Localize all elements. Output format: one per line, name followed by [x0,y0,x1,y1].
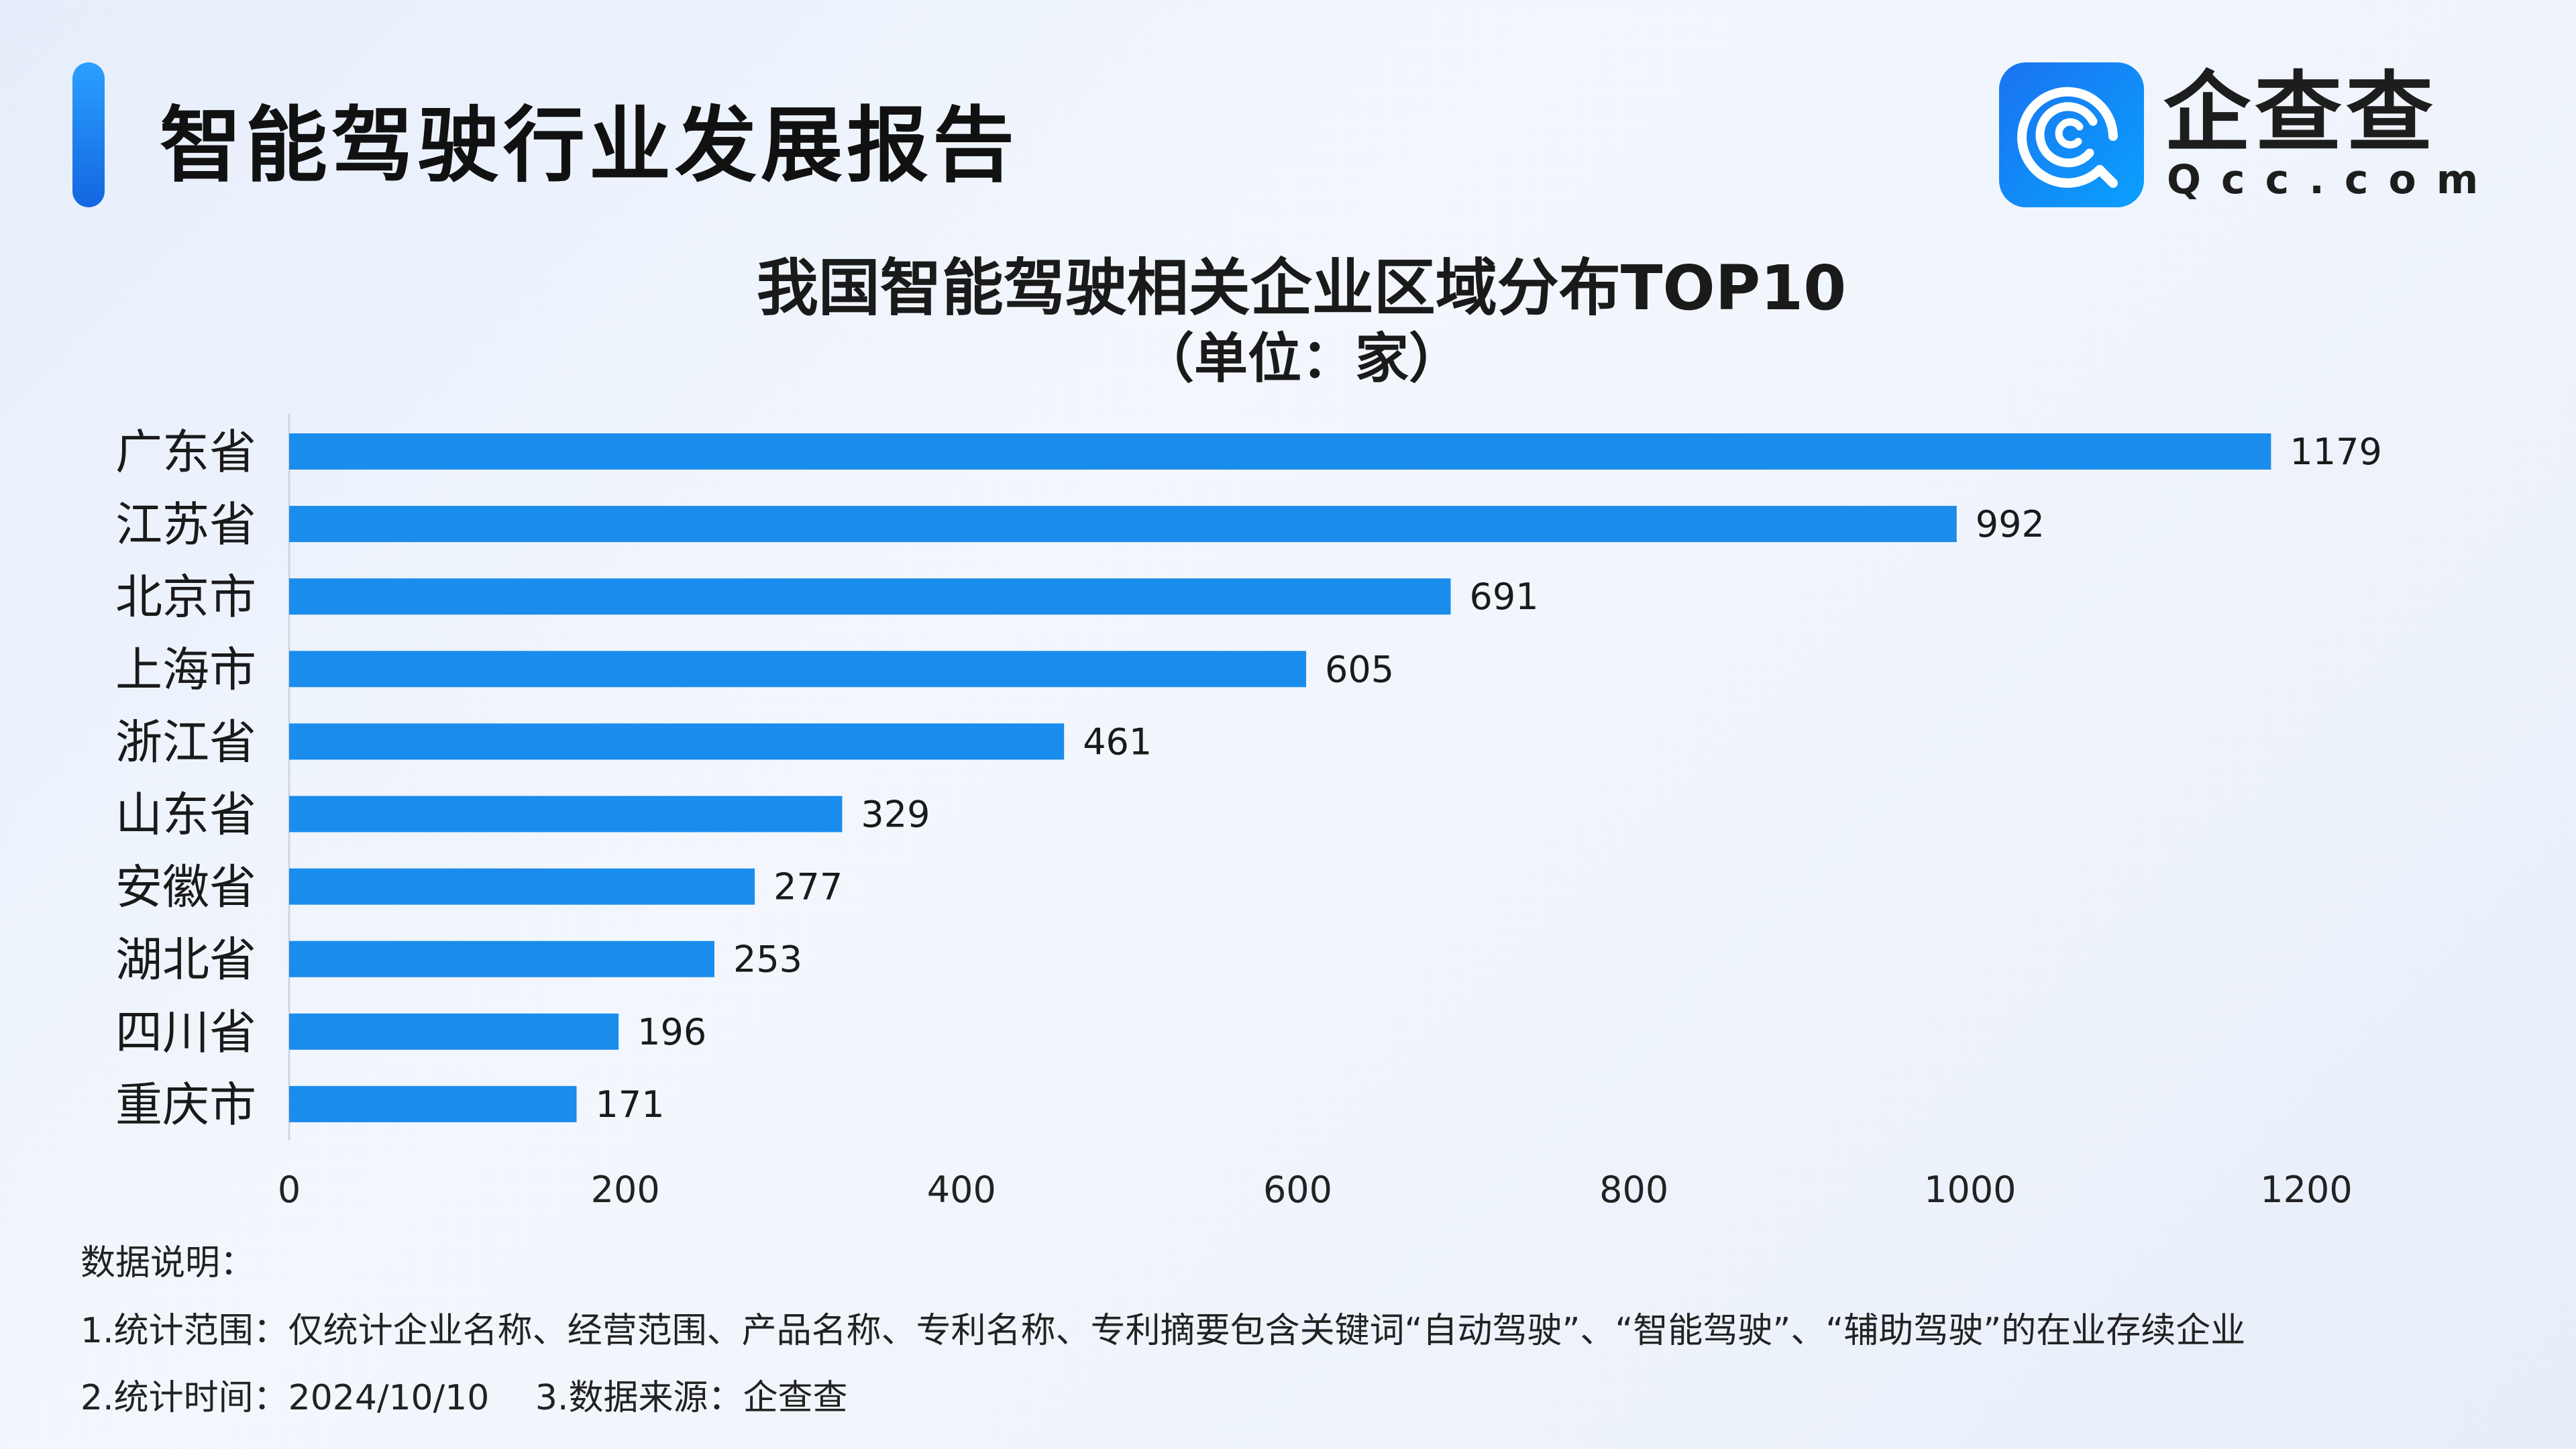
qcc-logo: 企查查 Qcc.com [1999,62,2522,207]
x-tick-label: 0 [278,1169,301,1211]
value-label: 605 [1325,648,1394,690]
bar-6 [289,796,843,833]
bar-7 [289,868,755,905]
bar-5 [289,723,1065,760]
category-label: 安徽省 [115,860,256,915]
title-accent-bar [72,62,105,207]
page-title: 智能驾驶行业发展报告 [160,98,1018,193]
value-label: 277 [773,866,843,908]
footer-heading: 数据说明： [80,1243,256,1283]
footer-note-scope: 1.统计范围：仅统计企业名称、经营范围、产品名称、专利名称、专利摘要包含关键词“… [80,1311,2246,1351]
bar-10 [289,1085,577,1122]
x-tick-label: 1200 [2260,1169,2352,1211]
bar-2 [289,506,1957,543]
category-label: 四川省 [115,1005,256,1060]
x-tick-label: 200 [591,1169,660,1211]
value-label: 461 [1083,720,1152,763]
chart-title: 我国智能驾驶相关企业区域分布TOP10 [756,252,1847,324]
value-label: 171 [595,1083,664,1126]
bar-9 [289,1013,619,1050]
bar-3 [289,578,1451,615]
category-label: 广东省 [115,425,256,480]
value-label: 992 [1976,503,2045,545]
value-label: 196 [637,1011,706,1053]
qcc-logo-icon [1999,62,2144,207]
logo-text-en: Qcc.com [2167,156,2499,203]
category-label: 北京市 [115,570,256,625]
logo-text-cn: 企查查 [2163,62,2438,164]
category-label: 重庆市 [115,1077,256,1132]
chart-subtitle: （单位：家） [1140,327,1462,390]
bar-8 [289,941,714,977]
value-label: 329 [861,794,930,836]
bar-4 [289,651,1307,688]
x-tick-label: 1000 [1924,1169,2016,1211]
x-tick-label: 400 [927,1169,996,1211]
x-tick-label: 800 [1599,1169,1668,1211]
x-tick-label: 600 [1263,1169,1332,1211]
category-label: 湖北省 [115,932,256,987]
bar-1 [289,433,2271,470]
category-label: 江苏省 [115,497,256,552]
value-label: 1179 [2290,431,2381,473]
category-label: 山东省 [115,788,256,843]
footer-note-time-source: 2.统计时间：2024/10/10 3.数据来源：企查查 [80,1378,848,1418]
value-label: 691 [1470,576,1539,618]
category-label: 上海市 [115,642,256,697]
category-label: 浙江省 [115,714,256,769]
value-label: 253 [733,938,802,981]
